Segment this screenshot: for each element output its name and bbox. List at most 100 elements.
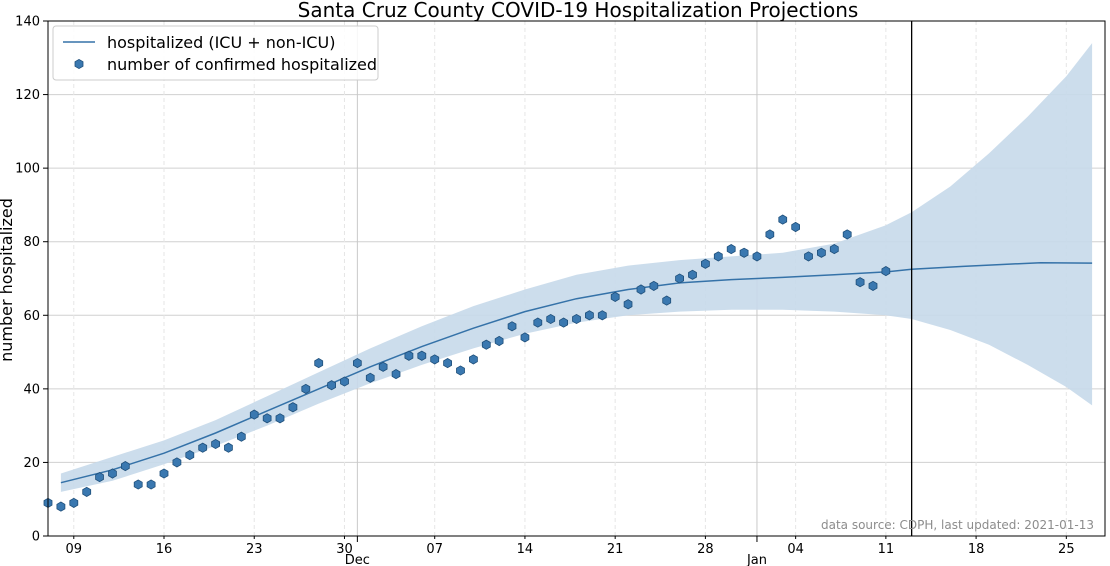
confirmed-point [817,247,826,258]
confirmed-point [546,313,556,325]
confirmed-point [662,295,672,306]
x-tick-label: 09 [66,542,83,557]
confirmed-point [585,310,594,321]
confirmed-point [236,431,246,442]
y-axis: 0 20 40 60 80 100 120 140 [15,15,48,545]
confirmed-point [121,461,130,472]
confirmed-point [481,339,491,350]
confirmed-point [597,310,607,321]
confirmed-point [649,280,659,291]
confirmed-point [520,332,530,343]
x-tick-label: 25 [1058,542,1075,557]
confirmed-point [804,251,813,262]
confirmed-point [133,479,143,490]
confirmed-point [559,317,568,328]
confirmed-point [224,442,233,453]
confirmed-point [340,376,349,387]
confirmed-point [378,361,388,372]
confirmed-point [829,244,839,255]
legend: hospitalized (ICU + non-ICU) number of c… [52,25,379,81]
y-tick-label: 20 [23,456,40,471]
confirmed-point [301,383,311,394]
data-source-annotation: data source: CDPH, last updated: 2021-01… [821,518,1094,532]
confirmed-point [572,313,581,325]
x-major-tick-label: Jan [746,553,767,566]
confirmed-point [198,442,208,453]
confirmed-point [726,244,736,255]
x-tick-label: 30 [336,542,353,557]
y-tick-label: 60 [23,309,40,324]
confirmed-point [765,229,775,240]
x-axis: 09 16 23 30 07 14 21 28 04 11 18 25 Dec Jan [66,536,1075,566]
confirmed-point [159,468,169,479]
y-tick-label: 120 [15,88,40,103]
confirmed-point [275,413,285,424]
confirmed-point [172,457,182,468]
confirmed-point [881,266,891,277]
y-axis-label: number hospitalized [0,198,16,362]
x-tick-label: 21 [607,542,624,557]
y-tick-label: 100 [15,162,40,177]
confirmed-point [533,317,543,328]
confirmed-point [791,221,800,233]
confirmed-point [56,501,66,512]
confirmed-point [352,358,362,369]
confirmed-point [391,369,401,380]
legend-line-label: hospitalized (ICU + non-ICU) [107,33,335,52]
confirmed-point [636,284,646,295]
y-tick-label: 80 [23,235,40,250]
confirmed-point [69,497,79,508]
confirmed-point [417,350,427,361]
chart-title: Santa Cruz County COVID-19 Hospitalizati… [298,0,859,22]
x-tick-label: 14 [517,542,534,557]
confirmed-point [675,273,684,284]
legend-marker-label: number of confirmed hospitalized [107,55,377,74]
confirmed-point [713,251,723,262]
confidence-band-layer [60,43,1093,492]
x-tick-label: 23 [246,542,263,557]
confirmed-point [688,269,697,280]
confirmed-point [855,277,865,288]
confirmed-point [778,214,788,225]
confirmed-point [288,402,298,413]
confirmed-point [365,372,375,383]
confirmed-point [868,280,878,291]
legend-box [52,25,379,81]
confirmed-point [185,450,195,461]
y-tick-label: 40 [23,382,40,397]
projection-line-layer [60,261,1093,484]
confidence-band [60,43,1093,492]
confirmed-point [82,486,92,497]
confirmed-point [701,258,710,269]
x-tick-label: 04 [787,542,804,557]
plot-frame [47,20,1106,537]
confirmed-point [507,321,517,332]
confirmed-point [752,251,762,262]
confirmed-point [443,358,453,369]
x-tick-label: 11 [878,542,895,557]
confirmed-point [146,479,156,490]
confirmed-point [95,472,104,483]
y-tick-label: 140 [15,15,40,30]
confirmed-point [842,229,852,240]
confirmed-point [468,354,478,365]
x-tick-label: 16 [156,542,173,557]
y-tick-label: 0 [32,530,40,545]
confirmed-point [494,335,504,347]
confirmed-point [211,438,221,450]
confirmed-point [430,354,440,365]
confirmed-point [456,365,465,376]
x-tick-label: 18 [968,542,985,557]
confirmed-point [739,247,749,258]
confirmed-point [262,413,272,424]
confirmed-point [610,291,620,302]
x-major-tick-label: Dec [345,553,370,566]
x-tick-label: 07 [426,542,443,557]
confirmed-points-layer [43,214,891,512]
confirmed-point [314,358,324,369]
confirmed-point [108,468,117,479]
projection-line [60,261,1093,484]
confirmed-point [404,350,414,361]
confirmed-point [327,380,337,391]
